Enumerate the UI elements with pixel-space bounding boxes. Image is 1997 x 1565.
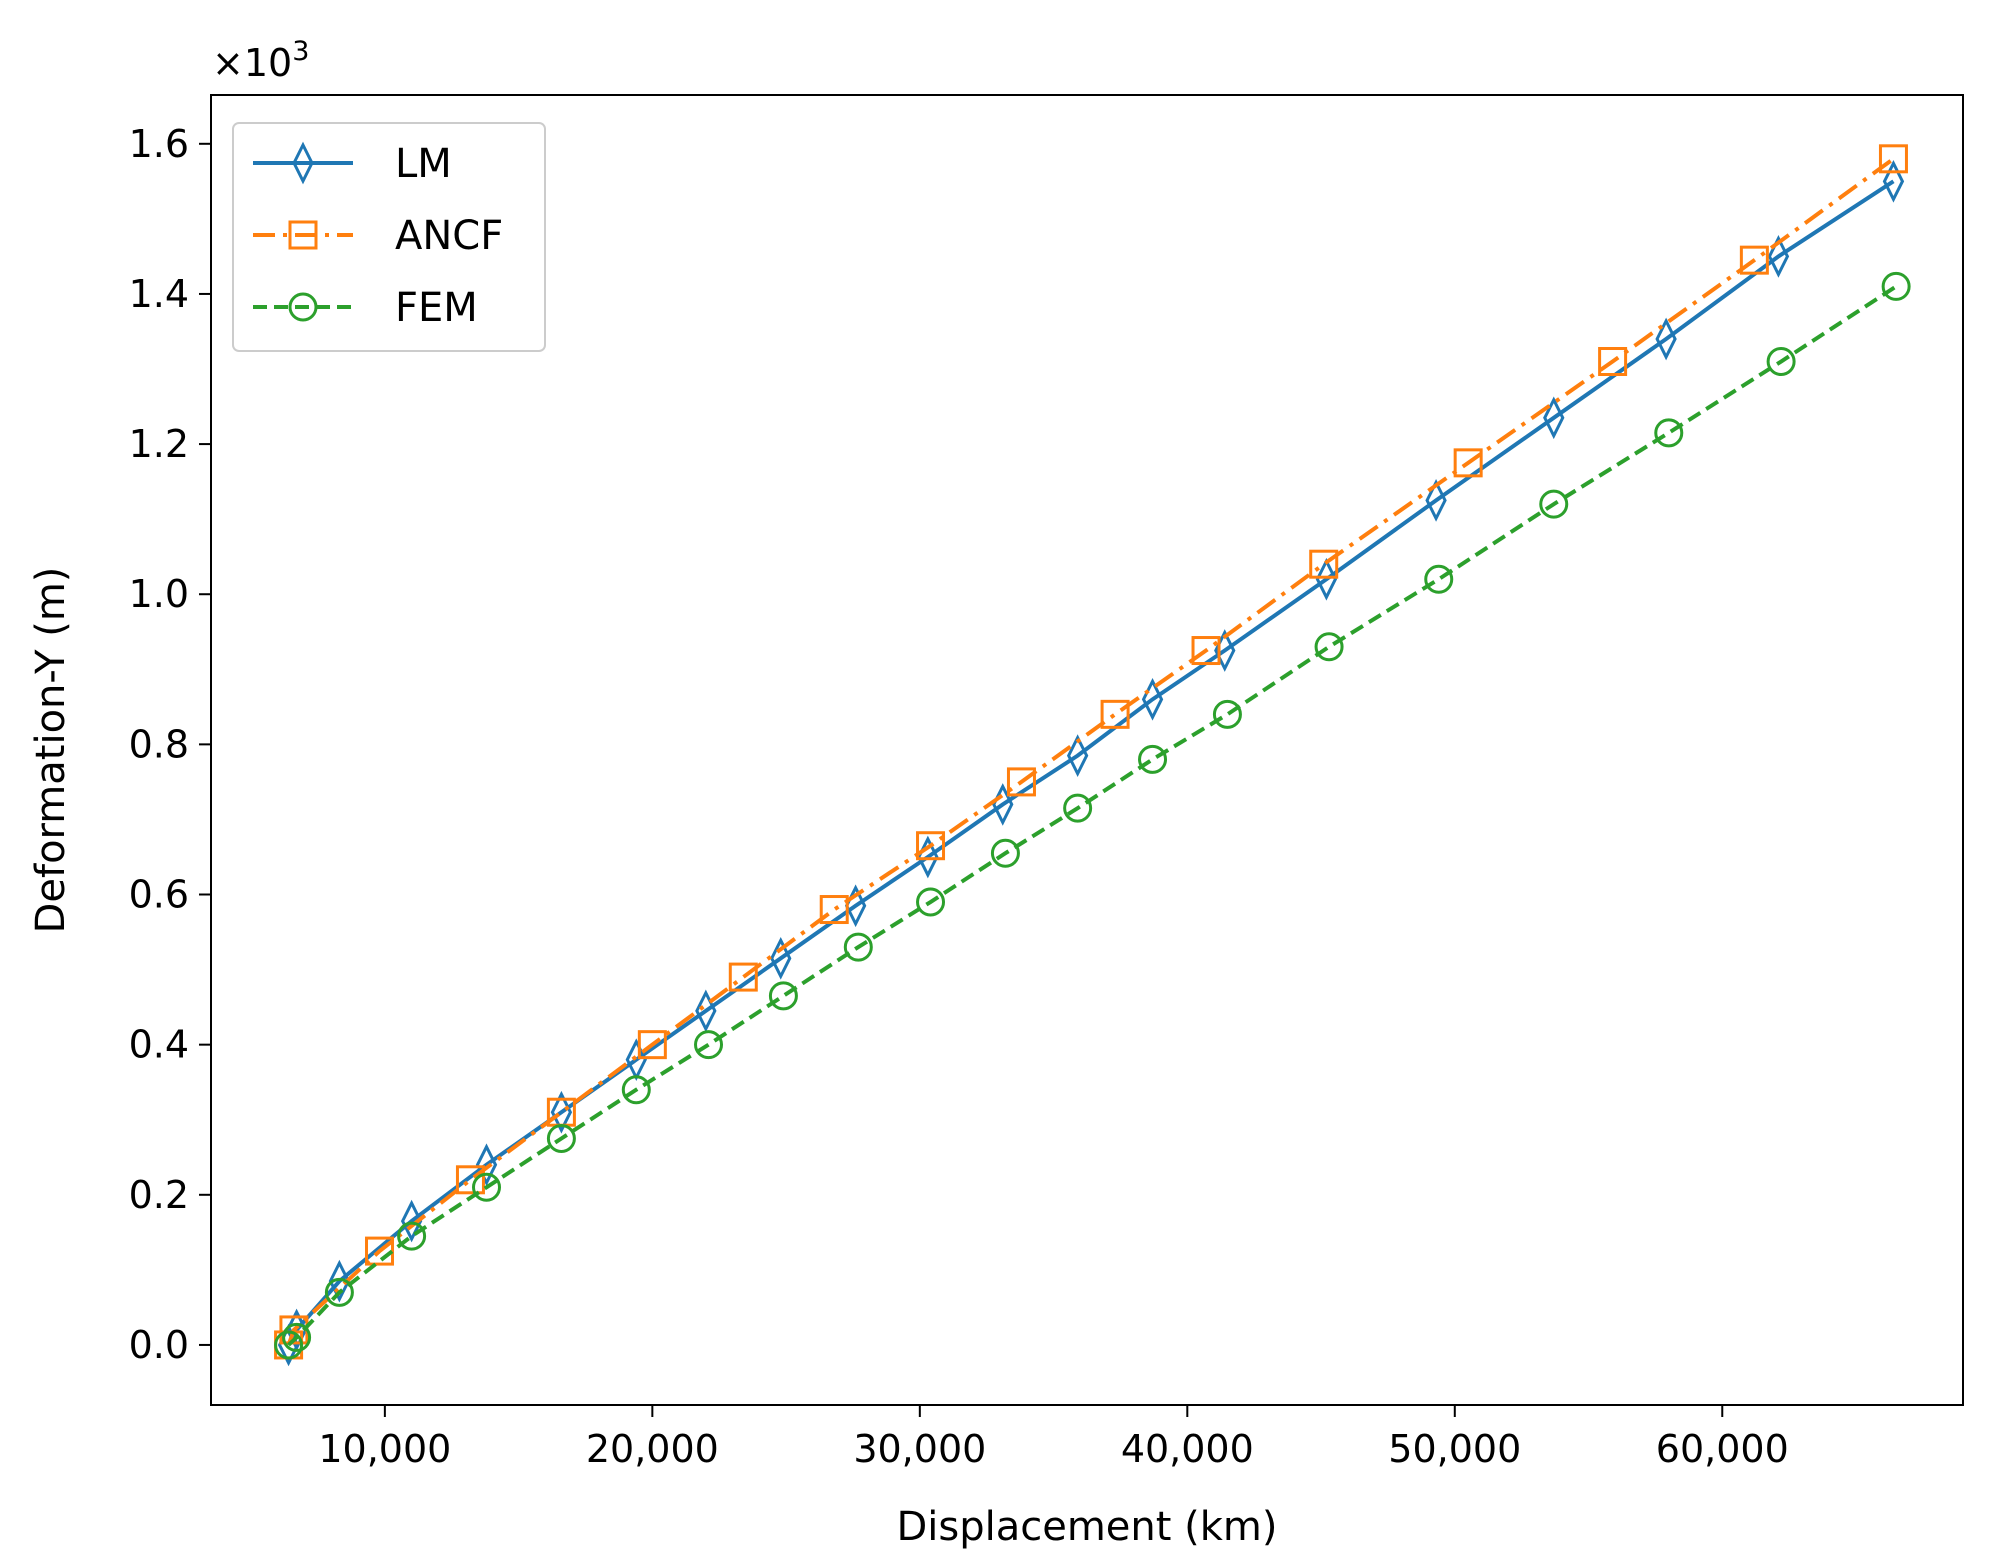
- data-point-fem: [1424, 564, 1454, 594]
- data-point-ancf: [819, 895, 849, 925]
- y-tick-label: 0.0: [129, 1323, 189, 1367]
- data-point-fem: [1881, 271, 1911, 301]
- data-point-fem: [1654, 418, 1684, 448]
- legend-item-lm: LM: [253, 141, 452, 187]
- legend-item-fem: FEM: [253, 285, 478, 331]
- data-point-ancf: [1598, 347, 1628, 377]
- data-point-fem: [1212, 699, 1242, 729]
- data-point-fem: [843, 932, 873, 962]
- data-point-ancf: [1739, 245, 1769, 275]
- data-point-ancf: [916, 831, 946, 861]
- data-point-lm: [1882, 159, 1905, 203]
- data-point-ancf: [455, 1165, 485, 1195]
- y-axis-label: Deformation-Y (m): [28, 567, 74, 934]
- data-point-ancf: [1453, 448, 1483, 478]
- data-point-fem: [1314, 632, 1344, 662]
- series-line-lm: [286, 179, 1895, 1346]
- plot-frame: [210, 94, 1964, 1406]
- series-fem: [274, 271, 1911, 1360]
- data-point-fem: [1539, 489, 1569, 519]
- data-point-lm: [285, 1308, 308, 1352]
- data-point-fem: [694, 1030, 724, 1060]
- y-tick-label: 1.2: [129, 422, 189, 466]
- data-point-fem: [546, 1123, 576, 1153]
- y-axis-multiplier: ×103: [212, 36, 309, 85]
- series-line-fem: [287, 284, 1898, 1347]
- y-tick-label: 0.8: [129, 722, 189, 766]
- series-layer: [274, 144, 1911, 1367]
- legend-marker-ancf: [288, 220, 318, 250]
- data-point-fem: [1766, 347, 1796, 377]
- legend-marker-fem: [288, 292, 318, 322]
- data-point-fem: [990, 838, 1020, 868]
- data-point-fem: [768, 981, 798, 1011]
- data-point-lm: [1425, 479, 1447, 522]
- data-point-lm: [1543, 396, 1565, 440]
- x-tick-label: 20,000: [586, 1427, 719, 1471]
- legend-box: [232, 122, 546, 352]
- y-tick-label: 0.2: [129, 1173, 189, 1217]
- data-point-fem: [1138, 744, 1168, 774]
- x-tick-label: 50,000: [1388, 1427, 1521, 1471]
- data-point-ancf: [1006, 767, 1036, 797]
- legend: LM ANCF FEM: [232, 122, 546, 352]
- x-tick-label: 40,000: [1121, 1427, 1254, 1471]
- x-axis: 10,000 20,000 30,000 40,000 50,000 60,000: [318, 1405, 1789, 1471]
- data-point-lm: [1655, 317, 1677, 361]
- data-point-lm: [1066, 734, 1089, 777]
- data-point-ancf: [365, 1236, 395, 1266]
- y-multiplier-exponent: 3: [292, 36, 309, 67]
- data-point-fem: [274, 1330, 304, 1360]
- data-point-ancf: [1878, 144, 1908, 174]
- data-point-lm: [770, 936, 792, 980]
- data-point-fem: [282, 1322, 312, 1352]
- legend-label-ancf: ANCF: [395, 213, 503, 259]
- y-multiplier-base: ×10: [212, 41, 292, 85]
- data-point-fem: [324, 1277, 354, 1307]
- y-tick-label: 1.0: [129, 572, 189, 616]
- x-axis-label: Displacement (km): [896, 1504, 1277, 1550]
- series-line-ancf: [286, 157, 1895, 1346]
- y-tick-label: 1.4: [129, 272, 189, 316]
- y-tick-label: 0.4: [129, 1023, 189, 1067]
- data-point-ancf: [1191, 636, 1221, 666]
- data-point-ancf: [1100, 699, 1130, 729]
- legend-label-lm: LM: [395, 141, 452, 187]
- x-tick-label: 10,000: [318, 1427, 451, 1471]
- data-point-ancf: [637, 1030, 667, 1060]
- data-point-fem: [472, 1172, 502, 1202]
- series-ancf: [274, 144, 1908, 1360]
- data-point-lm: [475, 1143, 498, 1187]
- legend-label-fem: FEM: [395, 285, 478, 331]
- data-point-ancf: [1309, 549, 1339, 579]
- legend-item-ancf: ANCF: [253, 213, 503, 259]
- x-tick-label: 30,000: [853, 1427, 986, 1471]
- data-point-fem: [1063, 793, 1093, 823]
- data-point-fem: [916, 887, 946, 917]
- data-point-lm: [1315, 557, 1338, 601]
- y-tick-label: 1.6: [129, 122, 189, 166]
- data-point-lm: [400, 1199, 423, 1243]
- data-point-fem: [621, 1075, 651, 1105]
- legend-marker-lm: [292, 141, 314, 185]
- data-point-lm: [328, 1259, 351, 1303]
- y-axis: 0.0 0.2 0.4 0.6 0.8 1.0 1.2 1.4 1.6: [129, 122, 211, 1367]
- x-tick-label: 60,000: [1656, 1427, 1789, 1471]
- data-point-ancf: [728, 962, 758, 992]
- data-point-fem: [397, 1221, 427, 1251]
- y-tick-label: 0.6: [129, 873, 189, 917]
- data-point-lm: [1767, 235, 1790, 278]
- data-point-lm: [695, 989, 717, 1033]
